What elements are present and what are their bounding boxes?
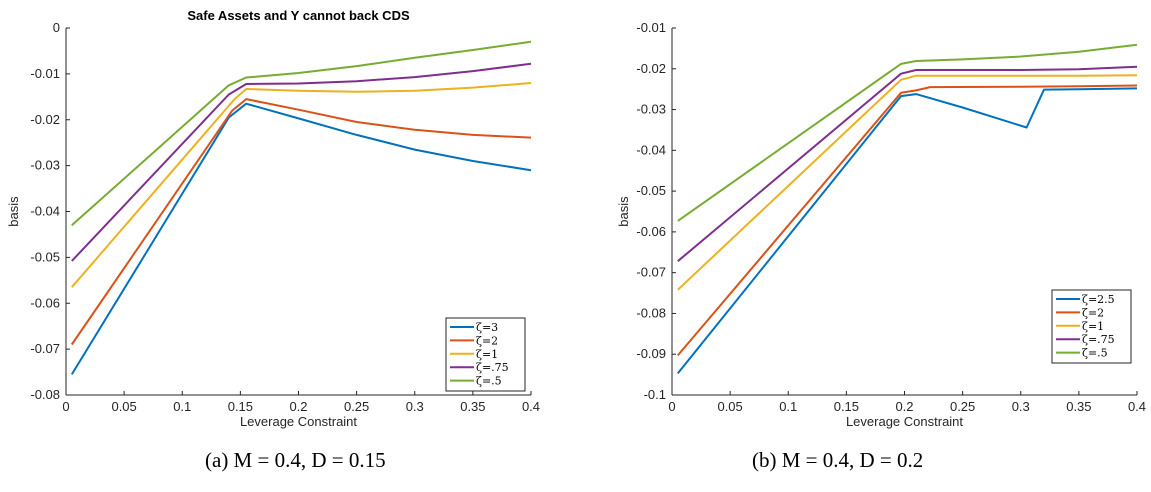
- y-tick-label: -0.03: [30, 158, 60, 173]
- y-tick-label: -0.01: [30, 66, 60, 81]
- y-tick-label: -0.08: [636, 305, 666, 320]
- series-line-1: [677, 84, 1138, 357]
- x-tick-label: 0.15: [228, 399, 253, 414]
- legend-label: ζ=1: [1082, 320, 1104, 333]
- series-line-0: [70, 102, 532, 375]
- y-tick-label: -0.04: [636, 142, 666, 157]
- legend-label: ζ=.75: [476, 361, 509, 374]
- series-line-1: [70, 98, 532, 346]
- y-tick-label: -0.05: [636, 183, 666, 198]
- x-tick-label: 0.1: [173, 399, 191, 414]
- chart-b: 0 0.05 0.1 0.15 0.2 0.25 0.3 0.35 0.4 -0.1 -0.09 -0…: [616, 20, 1146, 429]
- x-tick-label: 0.15: [834, 399, 859, 414]
- y-tick-label: -0.06: [30, 295, 60, 310]
- legend-label: ζ=.75: [1082, 333, 1115, 346]
- x-tick-label: 0.4: [522, 399, 540, 414]
- legend: ζ=3ζ=2ζ=1ζ=.75ζ=.5: [445, 317, 526, 392]
- y-tick-label: -0.02: [30, 112, 60, 127]
- caption-a: (a) M = 0.4, D = 0.15: [205, 448, 386, 472]
- x-tick-label: 0.2: [289, 399, 307, 414]
- x-tick-label: 0.35: [1066, 399, 1091, 414]
- x-axis-label: Leverage Constraint: [846, 414, 963, 429]
- x-tick-label: 0: [62, 399, 69, 414]
- x-tick-label: 0.2: [895, 399, 913, 414]
- chart-a: 0 0.05 0.1 0.15 0.2 0.25 0.3 0.35 0.4 -0.08 -0.07 -…: [6, 8, 540, 429]
- y-tick-label: -0.1: [644, 387, 666, 402]
- series-line-3: [677, 65, 1138, 262]
- legend-label: ζ=3: [476, 321, 498, 334]
- y-tick-label: -0.08: [30, 387, 60, 402]
- x-tick-label: 0.3: [406, 399, 424, 414]
- y-tick-label: -0.05: [30, 249, 60, 264]
- y-tick-label: -0.01: [636, 20, 666, 35]
- x-tick-label: 0.05: [111, 399, 136, 414]
- legend-label: ζ=.5: [476, 375, 502, 388]
- legend-label: ζ=2.5: [1082, 293, 1115, 306]
- y-tick-label: -0.07: [30, 341, 60, 356]
- x-tick-label: 0.05: [717, 399, 742, 414]
- y-tick-label: -0.07: [636, 265, 666, 280]
- y-axis-label: basis: [616, 196, 631, 227]
- y-tick-label: -0.06: [636, 224, 666, 239]
- x-tick-label: 0.35: [460, 399, 485, 414]
- chart-title: Safe Assets and Y cannot back CDS: [187, 8, 410, 23]
- legend: ζ=2.5ζ=2ζ=1ζ=.75ζ=.5: [1051, 289, 1132, 364]
- legend-label: ζ=.5: [1082, 347, 1108, 360]
- series-line-4: [71, 40, 532, 227]
- y-axis-label: basis: [6, 196, 21, 227]
- x-tick-label: 0.3: [1012, 399, 1030, 414]
- legend-label: ζ=1: [476, 348, 498, 361]
- legend-label: ζ=2: [1082, 306, 1104, 319]
- series-line-4: [677, 43, 1138, 222]
- x-tick-label: 0.25: [950, 399, 975, 414]
- caption-b: (b) M = 0.4, D = 0.2: [752, 448, 924, 472]
- x-tick-label: 0.1: [779, 399, 797, 414]
- y-tick-label: 0: [53, 20, 60, 35]
- y-tick-label: -0.03: [636, 102, 666, 117]
- series-line-2: [71, 82, 532, 288]
- legend-label: ζ=2: [476, 334, 498, 347]
- y-tick-label: -0.02: [636, 61, 666, 76]
- y-tick-label: -0.04: [30, 204, 60, 219]
- series-line-0: [677, 87, 1138, 375]
- x-tick-label: 0.25: [344, 399, 369, 414]
- x-axis-label: Leverage Constraint: [240, 414, 357, 429]
- y-tick-label: -0.09: [636, 346, 666, 361]
- x-tick-label: 0.4: [1128, 399, 1146, 414]
- x-tick-label: 0: [668, 399, 675, 414]
- series-line-3: [71, 62, 532, 262]
- series-line-2: [677, 74, 1138, 291]
